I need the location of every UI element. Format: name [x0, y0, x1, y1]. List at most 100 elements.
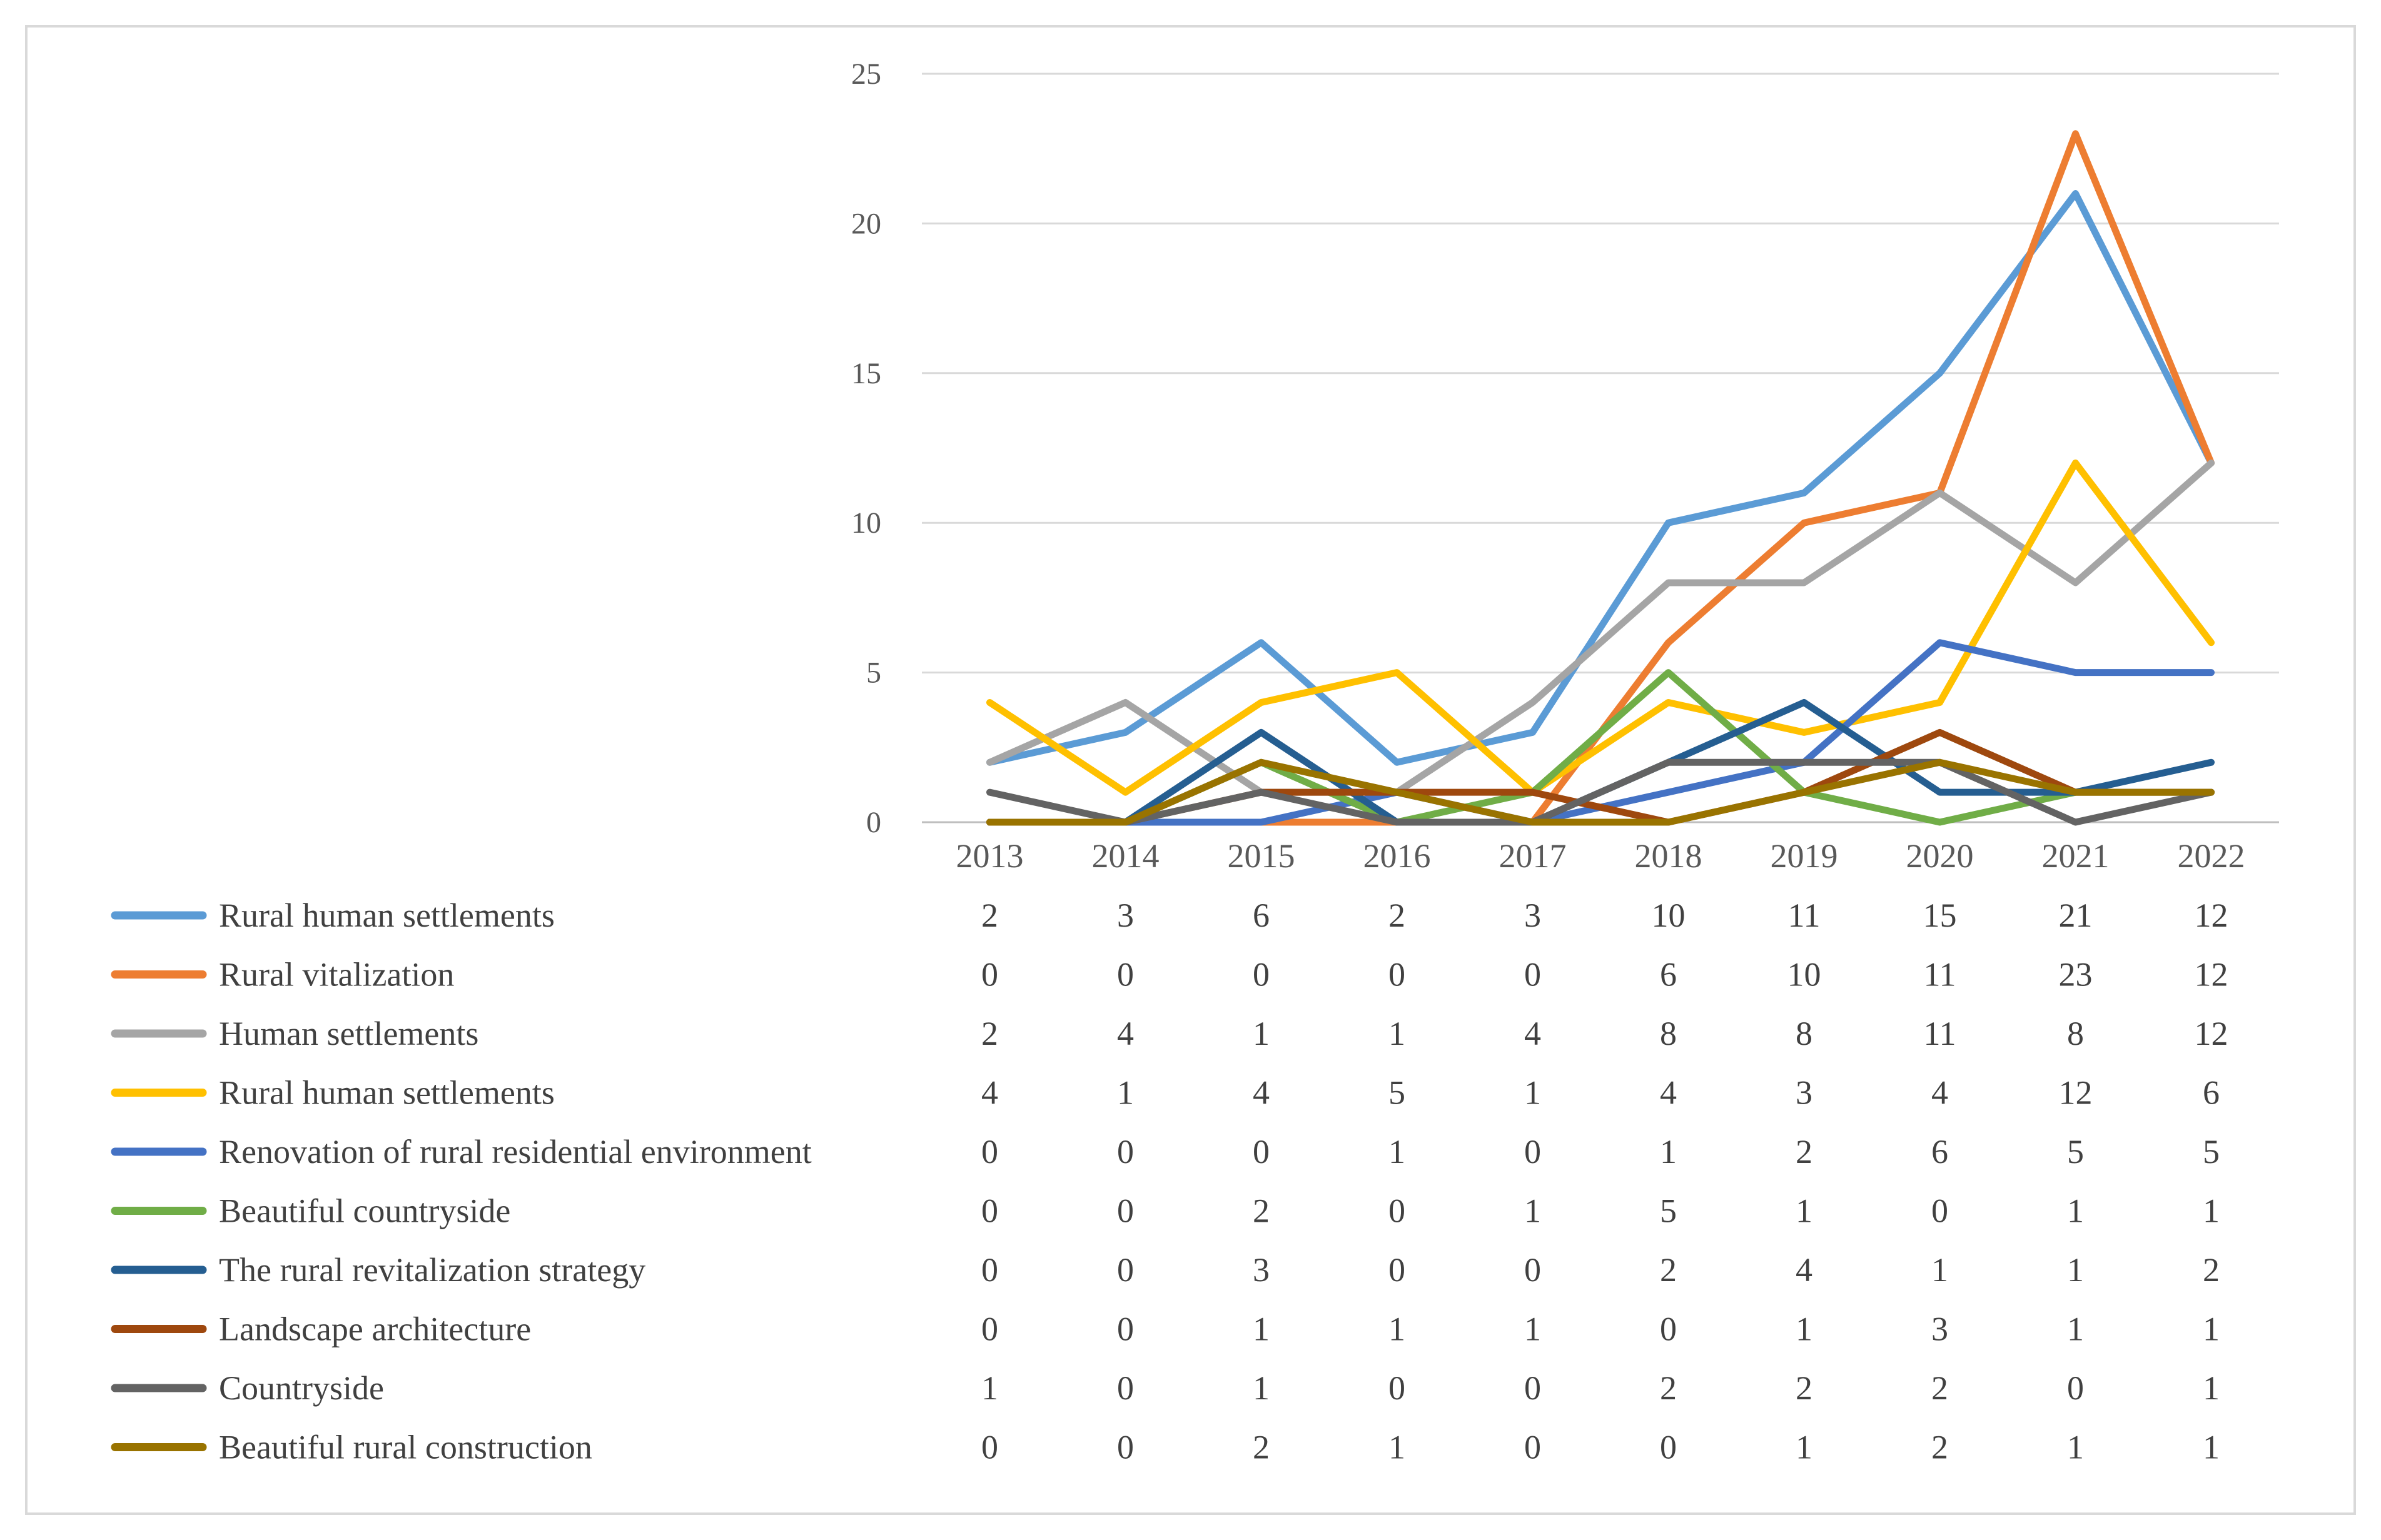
y-axis-ticks: 0 5 10 15 20 25: [851, 58, 881, 839]
table-value: 5: [2203, 1133, 2220, 1170]
legend-label: The rural revitalization strategy: [219, 1251, 645, 1289]
table-value: 4: [1117, 1015, 1134, 1052]
table-value: 8: [1660, 1015, 1677, 1052]
table-value: 0: [1524, 1369, 1541, 1407]
table-value: 1: [2067, 1251, 2084, 1289]
series-line-0: [986, 190, 2215, 766]
table-value: 4: [1253, 1074, 1270, 1112]
table-value: 1: [2067, 1311, 2084, 1348]
x-tick-label: 2017: [1499, 837, 1567, 875]
table-value: 1: [1388, 1311, 1405, 1348]
legend-label: Human settlements: [219, 1015, 478, 1052]
table-value: 10: [1652, 897, 1686, 934]
table-value: 3: [1253, 1251, 1270, 1289]
x-tick-label: 2018: [1635, 837, 1702, 875]
table-value: 2: [1796, 1133, 1812, 1170]
table-value: 5: [1388, 1074, 1405, 1112]
series-line-1: [986, 130, 2215, 826]
table-value: 3: [1931, 1311, 1948, 1348]
table-value: 1: [2203, 1311, 2220, 1348]
table-value: 2: [1931, 1429, 1948, 1466]
table-value: 2: [1660, 1251, 1677, 1289]
table-value: 0: [1388, 956, 1405, 994]
y-tick-label: 0: [866, 806, 881, 839]
table-value: 4: [1660, 1074, 1677, 1112]
y-tick-label: 25: [851, 58, 881, 91]
table-value: 1: [981, 1369, 998, 1407]
x-tick-label: 2022: [2178, 837, 2245, 875]
table-value: 1: [2067, 1192, 2084, 1230]
legend-label: Landscape architecture: [219, 1311, 531, 1348]
table-value: 0: [1660, 1429, 1677, 1466]
y-tick-label: 5: [866, 657, 881, 690]
table-value: 0: [1388, 1192, 1405, 1230]
table-value: 1: [1524, 1192, 1541, 1230]
x-tick-label: 2019: [1771, 837, 1838, 875]
table-value: 1: [2067, 1429, 2084, 1466]
table-value: 21: [2059, 897, 2093, 934]
table-value: 3: [1524, 897, 1541, 934]
table-value: 0: [981, 1251, 998, 1289]
table-value: 4: [1931, 1074, 1948, 1112]
table-value: 11: [1924, 956, 1956, 994]
table-value: 0: [2067, 1369, 2084, 1407]
x-tick-label: 2015: [1228, 837, 1295, 875]
table-value: 4: [981, 1074, 998, 1112]
table-value: 1: [1796, 1311, 1812, 1348]
table-value: 2: [981, 897, 998, 934]
table-value: 2: [1660, 1369, 1677, 1407]
table-value: 0: [981, 1429, 998, 1466]
table-value: 1: [1796, 1192, 1812, 1230]
table-value: 12: [2195, 897, 2228, 934]
y-tick-label: 10: [851, 506, 881, 540]
table-value: 6: [1660, 956, 1677, 994]
table-value: 12: [2195, 956, 2228, 994]
legend-label: Beautiful countryside: [219, 1192, 510, 1230]
x-tick-label: 2016: [1363, 837, 1431, 875]
table-value: 1: [1388, 1133, 1405, 1170]
table-value: 0: [1253, 1133, 1270, 1170]
table-value: 1: [1524, 1074, 1541, 1112]
table-value: 4: [1796, 1251, 1812, 1289]
table-value: 5: [1660, 1192, 1677, 1230]
table-value: 6: [1253, 897, 1270, 934]
table-value: 0: [1524, 956, 1541, 994]
table-value: 6: [2203, 1074, 2220, 1112]
table-value: 0: [1117, 1429, 1134, 1466]
table-value: 1: [2203, 1369, 2220, 1407]
table-value: 8: [2067, 1015, 2084, 1052]
table-value: 0: [1117, 1369, 1134, 1407]
legend-label: Renovation of rural residential environm…: [219, 1133, 812, 1170]
table-value: 11: [1924, 1015, 1956, 1052]
x-tick-label: 2020: [1906, 837, 1974, 875]
legend-label: Beautiful rural construction: [219, 1429, 592, 1466]
table-value: 2: [1253, 1192, 1270, 1230]
x-tick-label: 2013: [956, 837, 1024, 875]
table-value: 0: [1117, 1133, 1134, 1170]
table-value: 0: [1117, 1192, 1134, 1230]
table-value: 0: [1117, 1251, 1134, 1289]
table-value: 0: [1388, 1251, 1405, 1289]
table-value: 3: [1117, 897, 1134, 934]
series-line-9: [986, 758, 2215, 826]
table-value: 1: [1253, 1015, 1270, 1052]
table-value: 2: [2203, 1251, 2220, 1289]
series-lines: [986, 130, 2215, 826]
table-value: 1: [1524, 1311, 1541, 1348]
table-value: 0: [981, 1192, 998, 1230]
gridlines: [922, 73, 2279, 823]
table-value: 3: [1796, 1074, 1812, 1112]
table-value: 0: [981, 956, 998, 994]
y-tick-label: 15: [851, 357, 881, 390]
legend-label: Rural human settlements: [219, 897, 555, 934]
table-value: 0: [981, 1133, 998, 1170]
table-value: 1: [1660, 1133, 1677, 1170]
table-value: 1: [1388, 1429, 1405, 1466]
table-value: 1: [1117, 1074, 1134, 1112]
table-value: 0: [1524, 1251, 1541, 1289]
table-value: 0: [1253, 956, 1270, 994]
table-value: 12: [2059, 1074, 2093, 1112]
table-value: 10: [1787, 956, 1821, 994]
table-value: 1: [1388, 1015, 1405, 1052]
